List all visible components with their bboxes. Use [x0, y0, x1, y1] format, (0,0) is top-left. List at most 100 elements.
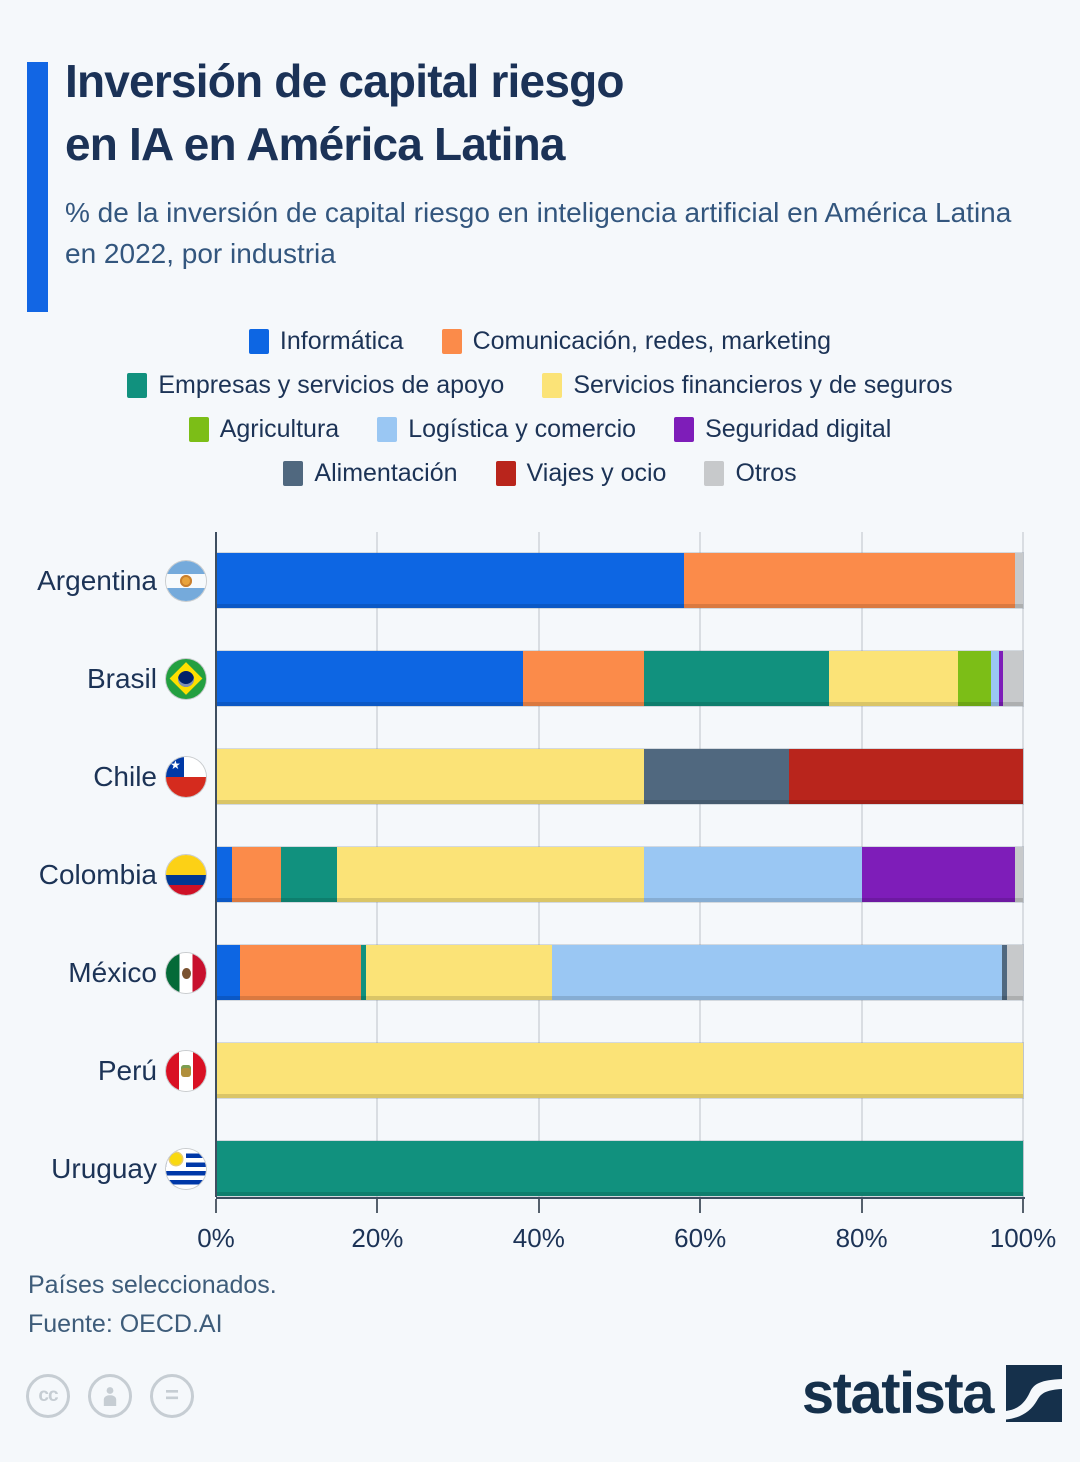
- x-axis-line: [216, 1197, 1025, 1199]
- page-title: Inversión de capital riesgo en IA en Amé…: [65, 50, 1055, 175]
- axis-tick: [376, 1199, 379, 1213]
- label-zone: Perú: [0, 1050, 216, 1091]
- statista-logo-icon: [1006, 1365, 1062, 1422]
- legend-row: Empresas y servicios de apoyo Servicios f…: [0, 371, 1080, 400]
- page-subtitle: % de la inversión de capital riesgo en i…: [65, 197, 1012, 269]
- x-tick-label: 100%: [989, 1223, 1057, 1253]
- bar-segment-seguridad-digital: [861, 847, 1015, 902]
- bar-segment-comunicacion-redes-marketing: [240, 945, 362, 1000]
- country-row-argentina: Argentina: [0, 553, 1080, 608]
- axis-tick: [860, 1199, 863, 1213]
- bar-segment-servicios-financieros-y-de-seguros: [337, 847, 644, 902]
- bar-segment-alimentacion: [643, 749, 789, 804]
- country-label: Perú: [97, 1054, 157, 1086]
- bar-segment-informatica: [216, 651, 523, 706]
- country-row-peru: Perú: [0, 1043, 1080, 1098]
- country-row-mexico: México: [0, 945, 1080, 1000]
- stacked-bar: [216, 553, 1023, 608]
- label-zone: México: [0, 952, 216, 993]
- bar-segment-otros: [1006, 945, 1023, 1000]
- legend-swatch-icon: [542, 373, 563, 398]
- x-tick-label: 80%: [835, 1223, 888, 1253]
- bar-segment-empresas-y-servicios-de-apoyo: [216, 1141, 1023, 1196]
- legend-label: Viajes y ocio: [526, 459, 667, 487]
- country-label: Brasil: [86, 662, 157, 694]
- bar-segment-empresas-y-servicios-de-apoyo: [361, 945, 367, 1000]
- bar-segment-viajes-y-ocio: [788, 749, 1023, 804]
- bar-segment-logistica-y-comercio: [643, 847, 862, 902]
- legend-swatch-icon: [127, 373, 148, 398]
- stacked-bar-chart: 0% 20% 40% 60% 80% 100% Argentina Brasil Chile ★…: [0, 532, 1080, 1292]
- bar-segment-comunicacion-redes-marketing: [684, 553, 1015, 608]
- footnotes: Países seleccionados. Fuente: OECD.AI: [28, 1266, 277, 1344]
- legend-item-logistica-y-comercio: Logística y comercio: [377, 415, 636, 444]
- flag-icon-uruguay: [166, 1148, 206, 1189]
- label-zone: Uruguay: [0, 1148, 216, 1189]
- axis-tick: [215, 1199, 217, 1213]
- axis-tick: [537, 1199, 540, 1213]
- bar-segment-comunicacion-redes-marketing: [232, 847, 281, 902]
- legend-label: Comunicación, redes, marketing: [472, 327, 832, 355]
- cc-license-icons: cc =: [26, 1374, 194, 1418]
- bar-segment-logistica-y-comercio: [551, 945, 1002, 1000]
- legend-swatch-icon: [704, 461, 725, 486]
- statista-branding: statista: [802, 1360, 1062, 1427]
- bar-segment-informatica: [216, 847, 233, 902]
- bar-segment-informatica: [216, 553, 685, 608]
- country-label: Uruguay: [51, 1152, 157, 1184]
- bar-segment-empresas-y-servicios-de-apoyo: [643, 651, 830, 706]
- bar-segment-agricultura: [958, 651, 991, 706]
- flag-icon-colombia: [166, 854, 206, 895]
- legend-item-agricultura: Agricultura: [188, 415, 339, 444]
- x-tick-label: 0%: [197, 1223, 235, 1253]
- bar-segment-servicios-financieros-y-de-seguros: [216, 1043, 1023, 1098]
- legend-item-seguridad-digital: Seguridad digital: [674, 415, 891, 444]
- country-row-chile: Chile ★: [0, 749, 1080, 804]
- stacked-bar: [216, 847, 1023, 902]
- legend-item-otros: Otros: [704, 459, 797, 488]
- country-row-brasil: Brasil: [0, 651, 1080, 706]
- flag-icon-brasil: [166, 658, 206, 699]
- stacked-bar: [216, 1141, 1023, 1196]
- stacked-bar: [216, 651, 1023, 706]
- legend-label: Alimentación: [314, 459, 458, 487]
- legend-label: Logística y comercio: [408, 415, 637, 443]
- bar-segment-seguridad-digital: [998, 651, 1003, 706]
- title-line-2: en IA en América Latina: [65, 117, 565, 170]
- cc-nd-icon: =: [150, 1374, 194, 1418]
- legend-swatch-icon: [377, 417, 398, 442]
- legend-swatch-icon: [674, 417, 695, 442]
- bar-segment-servicios-financieros-y-de-seguros: [829, 651, 959, 706]
- legend-label: Otros: [735, 459, 797, 487]
- cc-icon: cc: [26, 1374, 70, 1418]
- bar-segment-empresas-y-servicios-de-apoyo: [280, 847, 338, 902]
- label-zone: Colombia: [0, 854, 216, 895]
- legend-item-empresas-y-servicios-de-apoyo: Empresas y servicios de apoyo: [127, 371, 504, 400]
- country-label: México: [68, 956, 157, 988]
- bar-segment-informatica: [216, 945, 241, 1000]
- bar-segment-otros: [1002, 651, 1023, 706]
- cc-attribution-icon: [88, 1374, 132, 1418]
- label-zone: Argentina: [0, 560, 216, 601]
- legend-label: Empresas y servicios de apoyo: [158, 371, 505, 399]
- legend-item-servicios-financieros-y-de-seguros: Servicios financieros y de seguros: [542, 371, 953, 400]
- flag-icon-peru: [166, 1050, 206, 1091]
- legend-swatch-icon: [188, 417, 209, 442]
- title-accent-bar: [27, 62, 48, 312]
- country-label: Argentina: [37, 564, 157, 596]
- flag-icon-chile: ★: [166, 756, 206, 797]
- label-zone: Chile ★: [0, 756, 216, 797]
- bar-segment-otros: [1014, 553, 1023, 608]
- legend-item-informatica: Informática: [248, 327, 404, 356]
- y-axis-line: [215, 532, 217, 1197]
- country-label: Colombia: [38, 858, 157, 890]
- bar-segment-otros: [1014, 847, 1023, 902]
- legend-item-viajes-y-ocio: Viajes y ocio: [495, 459, 667, 488]
- legend-swatch-icon: [495, 461, 516, 486]
- legend-item-alimentacion: Alimentación: [283, 459, 458, 488]
- bar-segment-comunicacion-redes-marketing: [522, 651, 644, 706]
- chart-legend: Informática Comunicación, redes, marketin…: [0, 327, 1080, 504]
- axis-tick: [1022, 1199, 1024, 1213]
- x-tick-label: 60%: [674, 1223, 727, 1253]
- legend-swatch-icon: [283, 461, 304, 486]
